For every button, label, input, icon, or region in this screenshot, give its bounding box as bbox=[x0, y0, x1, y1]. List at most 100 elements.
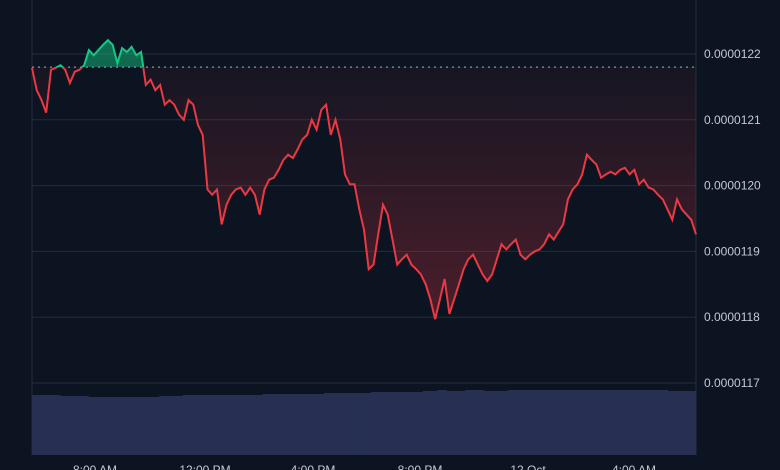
volume-bar bbox=[667, 391, 673, 455]
x-tick-label: 8:00 PM bbox=[398, 463, 443, 470]
volume-bar bbox=[573, 390, 579, 455]
volume-bar bbox=[601, 390, 607, 455]
volume-bar bbox=[328, 393, 334, 455]
volume-bar bbox=[371, 392, 377, 455]
volume-bar bbox=[83, 396, 89, 455]
volume-bar bbox=[597, 390, 603, 455]
volume-bar bbox=[201, 395, 207, 455]
volume-bar bbox=[338, 393, 344, 455]
volume-bar bbox=[253, 395, 259, 455]
volume-bar bbox=[314, 394, 320, 455]
x-tick-label: 12 Oct bbox=[510, 463, 546, 470]
volume-bar bbox=[333, 393, 339, 455]
volume-bar bbox=[243, 395, 249, 455]
volume-bar bbox=[323, 393, 329, 455]
volume-bar bbox=[154, 397, 160, 455]
volume-bar bbox=[606, 390, 612, 455]
volume-bar bbox=[658, 390, 664, 455]
volume-bar bbox=[578, 390, 584, 455]
volume-bar bbox=[380, 392, 386, 455]
volume-bar bbox=[215, 395, 221, 455]
volume-bar bbox=[568, 390, 574, 455]
volume-bar bbox=[686, 391, 692, 455]
volume-bar bbox=[50, 395, 56, 455]
volume-bar bbox=[281, 394, 287, 455]
volume-bar bbox=[229, 395, 235, 455]
volume-bar bbox=[286, 394, 292, 455]
volume-bar bbox=[121, 397, 127, 455]
volume-bar bbox=[64, 396, 70, 455]
volume-bar bbox=[55, 395, 61, 455]
volume-bar bbox=[545, 390, 551, 455]
volume-bar bbox=[41, 395, 47, 455]
volume-bar bbox=[488, 391, 494, 455]
volume-bar bbox=[126, 397, 132, 455]
volume-bar bbox=[474, 390, 480, 455]
volume-bar bbox=[74, 396, 80, 455]
price-line-down bbox=[31, 67, 697, 320]
volume-bar bbox=[648, 390, 654, 455]
volume-bar bbox=[550, 390, 556, 455]
volume-bar bbox=[408, 392, 414, 455]
volume-bar bbox=[451, 391, 457, 455]
volume-bar bbox=[540, 390, 546, 455]
y-tick-label: 0.0000119 bbox=[704, 244, 760, 258]
volume-bar bbox=[502, 391, 508, 455]
x-tick-label: 4:00 AM bbox=[612, 463, 656, 470]
volume-bar bbox=[93, 397, 99, 455]
volume-bars bbox=[32, 390, 697, 455]
volume-bar bbox=[135, 397, 141, 455]
volume-bar bbox=[422, 391, 428, 455]
x-tick-label: 4:00 PM bbox=[291, 463, 336, 470]
volume-bar bbox=[432, 391, 438, 455]
volume-bar bbox=[517, 390, 523, 455]
volume-bar bbox=[276, 394, 282, 455]
volume-bar bbox=[300, 394, 306, 455]
volume-bar bbox=[248, 395, 254, 455]
volume-bar bbox=[88, 397, 94, 455]
volume-bar bbox=[342, 393, 348, 455]
volume-bar bbox=[210, 395, 216, 455]
x-tick-label: 12:00 PM bbox=[179, 463, 230, 470]
volume-bar bbox=[399, 392, 405, 455]
volume-bar bbox=[79, 396, 85, 455]
volume-bar bbox=[262, 394, 268, 455]
volume-bar bbox=[404, 392, 410, 455]
volume-bar bbox=[465, 390, 471, 455]
volume-bar bbox=[441, 390, 447, 455]
volume-bar bbox=[413, 392, 419, 455]
volume-bar bbox=[460, 391, 466, 455]
volume-bar bbox=[239, 395, 245, 455]
volume-bar bbox=[535, 390, 541, 455]
volume-bar bbox=[356, 393, 362, 455]
volume-bar bbox=[418, 392, 424, 455]
y-tick-label: 0.0000121 bbox=[704, 113, 761, 127]
volume-bar bbox=[234, 395, 240, 455]
volume-bar bbox=[46, 395, 52, 455]
volume-bar bbox=[159, 396, 165, 455]
volume-bar bbox=[220, 395, 226, 455]
volume-bar bbox=[681, 391, 687, 455]
volume-bar bbox=[531, 390, 537, 455]
volume-bar bbox=[389, 392, 395, 455]
volume-bar bbox=[677, 391, 683, 455]
volume-bar bbox=[291, 394, 297, 455]
volume-bar bbox=[102, 397, 108, 455]
volume-bar bbox=[168, 396, 174, 455]
volume-bar bbox=[116, 397, 122, 455]
volume-bar bbox=[559, 390, 565, 455]
volume-bar bbox=[507, 390, 513, 455]
volume-bar bbox=[469, 390, 475, 455]
y-tick-label: 0.0000122 bbox=[704, 47, 761, 61]
area-below-baseline bbox=[32, 67, 696, 320]
volume-bar bbox=[672, 391, 678, 455]
volume-bar bbox=[267, 394, 273, 455]
volume-bar bbox=[620, 390, 626, 455]
volume-bar bbox=[32, 395, 38, 455]
volume-bar bbox=[352, 393, 358, 455]
volume-bar bbox=[564, 390, 570, 455]
volume-bar bbox=[366, 393, 372, 455]
volume-bar bbox=[587, 390, 593, 455]
x-axis: 8:00 AM 12:00 PM 4:00 PM 8:00 PM 12 Oct 4:00 … bbox=[73, 463, 656, 470]
volume-bar bbox=[145, 397, 151, 455]
